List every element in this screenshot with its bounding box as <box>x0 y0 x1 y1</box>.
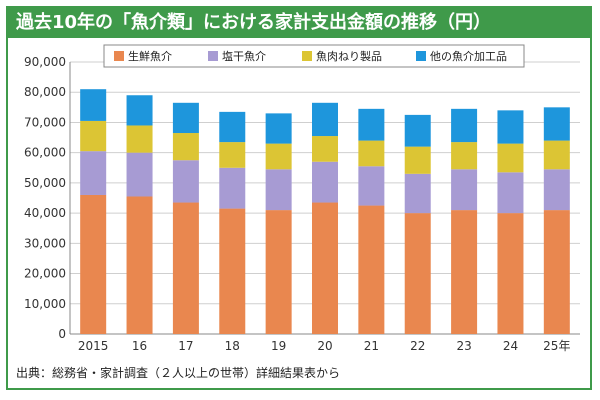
y-tick-label: 50,000 <box>24 176 66 190</box>
x-tick-label: 24 <box>503 339 518 353</box>
bar-segment <box>80 151 107 195</box>
bar-segment <box>126 125 153 153</box>
x-tick-label: 22 <box>410 339 425 353</box>
x-tick-label: 19 <box>271 339 286 353</box>
bar-segment <box>265 210 292 334</box>
bar-segment <box>172 202 199 334</box>
bar-segment <box>451 169 478 211</box>
legend-label: 生鮮魚介 <box>128 49 172 63</box>
x-tick-label: 16 <box>132 339 147 353</box>
bar-segment <box>126 152 153 197</box>
x-tick-label: 20 <box>317 339 332 353</box>
legend-swatch <box>114 51 124 61</box>
bar-segment <box>265 113 292 144</box>
bar-segment <box>219 208 246 334</box>
legend-box <box>103 44 525 68</box>
y-tick-label: 20,000 <box>24 267 66 281</box>
y-tick-label: 10,000 <box>24 297 66 311</box>
bar-segment <box>312 161 338 203</box>
bar-segment <box>451 142 478 170</box>
y-tick-label: 30,000 <box>24 236 66 250</box>
chart-title: 過去10年の「魚介類」における家計支出金額の推移（円） <box>8 8 590 38</box>
legend-swatch <box>416 51 426 61</box>
bar-segment <box>80 194 107 334</box>
bar-segment <box>497 213 524 334</box>
bar-segment <box>265 143 292 170</box>
bar-segment <box>358 166 385 206</box>
bar-segment <box>172 102 199 134</box>
bar-segment <box>219 111 246 143</box>
x-tick-label: 2015 <box>78 339 109 353</box>
bar-segment <box>543 107 570 141</box>
bar-segment <box>543 140 570 170</box>
bar-segment <box>404 114 431 147</box>
x-tick-label: 18 <box>225 339 240 353</box>
source-note: 出典：総務省・家計調査（２人以上の世帯）詳細結果表から <box>16 366 341 380</box>
bar-segment <box>543 169 570 211</box>
bar-segment <box>265 169 292 211</box>
y-tick-label: 0 <box>58 327 66 341</box>
bar-segment <box>219 167 246 209</box>
bar-segment <box>80 120 107 152</box>
x-tick-label: 25年 <box>543 339 570 353</box>
y-tick-label: 80,000 <box>24 85 66 99</box>
y-tick-label: 40,000 <box>24 206 66 220</box>
bar-segment <box>312 202 338 334</box>
legend-label: 他の魚介加工品 <box>430 50 507 63</box>
x-tick-label: 17 <box>178 339 193 353</box>
bar-segment <box>80 89 107 121</box>
bar-segment <box>358 140 385 167</box>
bar-segment <box>219 142 246 168</box>
bar-segment <box>404 213 431 334</box>
bar-segment <box>312 136 338 162</box>
bar-segment <box>126 196 153 334</box>
legend-label: 塩干魚介 <box>222 49 266 63</box>
bar-segment <box>312 102 338 137</box>
y-tick-label: 90,000 <box>24 55 66 69</box>
bar-segment <box>497 110 524 144</box>
chart-frame: 過去10年の「魚介類」における家計支出金額の推移（円） 0 10,000 20,00… <box>6 6 592 390</box>
x-tick-label: 23 <box>456 339 471 353</box>
bar-segment <box>451 108 478 143</box>
y-tick-label: 70,000 <box>24 115 66 129</box>
bar-segment <box>126 95 153 126</box>
legend-label: 魚肉ねり製品 <box>316 49 382 63</box>
bar-segment <box>358 108 385 141</box>
bar-segment <box>404 173 431 214</box>
bar-segment <box>404 146 431 174</box>
bar-segment <box>358 205 385 334</box>
bar-segment <box>497 143 524 173</box>
bar-segment <box>172 160 199 203</box>
legend-swatch <box>302 51 312 61</box>
y-tick-label: 60,000 <box>24 146 66 160</box>
bar-segment <box>543 210 570 334</box>
bar-segment <box>451 210 478 334</box>
stacked-bar-chart: 0 10,000 20,000 30,000 40,000 50,000 60,000 70,… <box>24 44 580 353</box>
x-tick-label: 21 <box>364 339 379 353</box>
bar-segment <box>497 172 524 214</box>
bar-segment <box>172 133 199 161</box>
legend-swatch <box>208 51 218 61</box>
